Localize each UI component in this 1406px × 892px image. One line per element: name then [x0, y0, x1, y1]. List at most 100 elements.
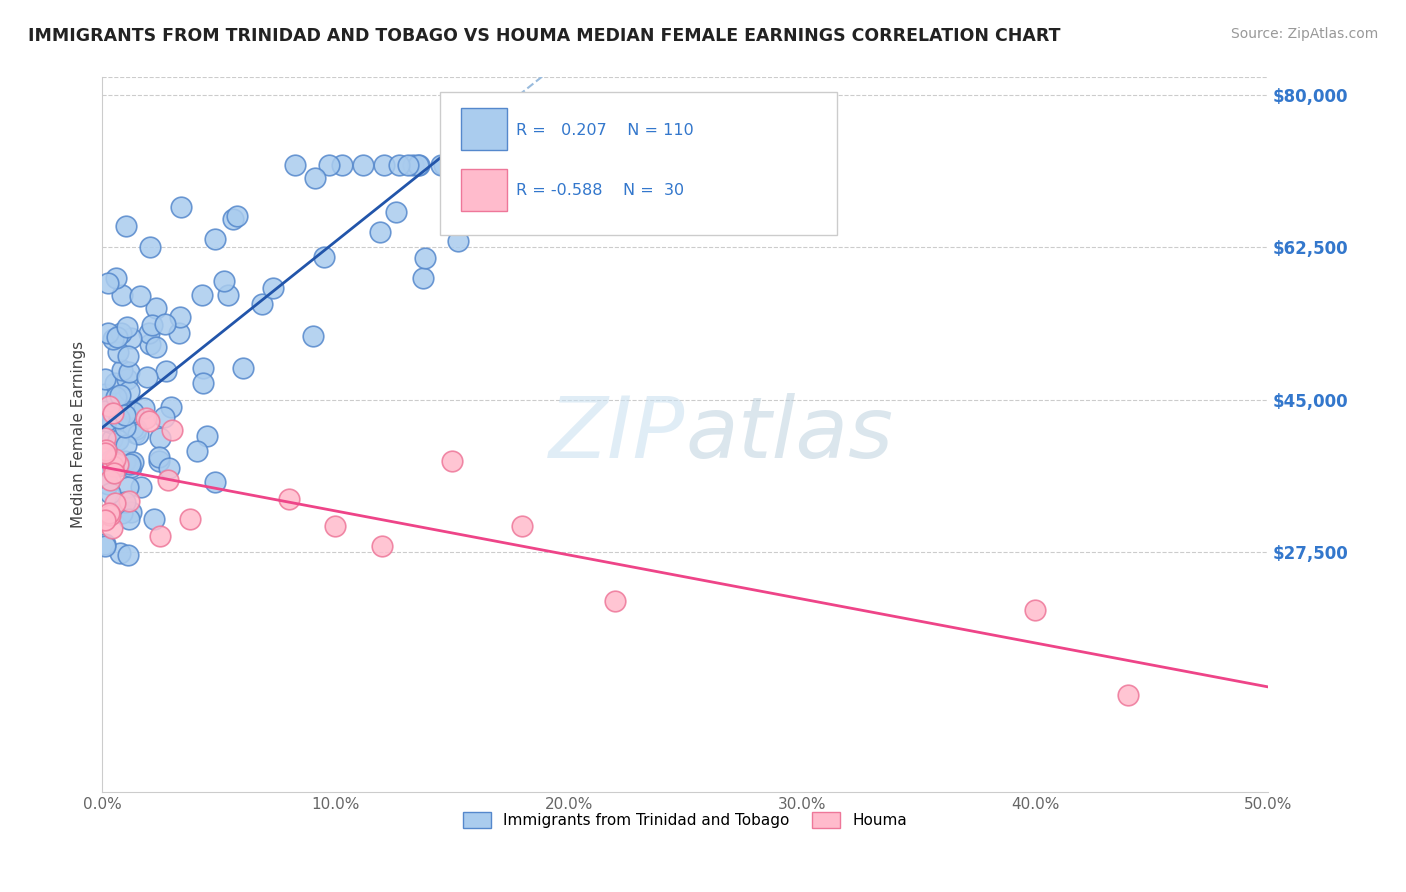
- Point: [157, 473, 180, 487]
- Point: [107, 459, 129, 474]
- Point: [318, 158, 340, 172]
- Point: [605, 594, 627, 608]
- Point: [98, 400, 121, 414]
- Point: [115, 219, 138, 234]
- Point: [129, 480, 152, 494]
- Point: [191, 376, 214, 391]
- Point: [148, 450, 170, 465]
- Legend: Immigrants from Trinidad and Tobago, Houma: Immigrants from Trinidad and Tobago, Hou…: [457, 806, 912, 834]
- Point: [117, 372, 139, 386]
- Point: [117, 349, 139, 363]
- Point: [120, 331, 142, 345]
- Point: [107, 433, 129, 447]
- Point: [103, 466, 125, 480]
- Point: [98, 485, 121, 500]
- Point: [96, 442, 118, 457]
- Point: [111, 288, 134, 302]
- Point: [117, 548, 139, 562]
- Text: Source: ZipAtlas.com: Source: ZipAtlas.com: [1230, 27, 1378, 41]
- Point: [105, 330, 128, 344]
- Point: [222, 212, 245, 227]
- Point: [93, 431, 115, 445]
- Point: [153, 317, 176, 331]
- Point: [412, 271, 434, 285]
- Point: [162, 423, 184, 437]
- Point: [94, 468, 117, 483]
- Point: [122, 421, 145, 435]
- Point: [368, 225, 391, 239]
- Point: [93, 513, 115, 527]
- Point: [117, 480, 139, 494]
- Point: [204, 475, 226, 490]
- Point: [118, 384, 141, 399]
- Point: [93, 372, 115, 386]
- Point: [117, 493, 139, 508]
- Text: R = -0.588    N =  30: R = -0.588 N = 30: [516, 183, 685, 198]
- Point: [170, 200, 193, 214]
- Point: [325, 519, 347, 533]
- Point: [120, 505, 142, 519]
- Point: [352, 158, 374, 172]
- Point: [101, 432, 124, 446]
- Point: [148, 454, 170, 468]
- Point: [252, 297, 274, 311]
- Point: [138, 414, 160, 428]
- Point: [402, 158, 425, 172]
- Point: [149, 431, 172, 445]
- Point: [118, 511, 141, 525]
- Point: [93, 537, 115, 551]
- Point: [330, 158, 353, 172]
- Point: [114, 420, 136, 434]
- Point: [155, 364, 177, 378]
- Point: [304, 171, 326, 186]
- Point: [129, 289, 152, 303]
- FancyBboxPatch shape: [440, 92, 837, 235]
- Point: [97, 477, 120, 491]
- Point: [413, 251, 436, 265]
- Point: [104, 452, 127, 467]
- Point: [135, 410, 157, 425]
- Point: [136, 370, 159, 384]
- Point: [149, 529, 172, 543]
- Point: [510, 519, 533, 533]
- Point: [1024, 603, 1046, 617]
- Point: [396, 158, 419, 172]
- Point: [97, 326, 120, 341]
- Point: [167, 326, 190, 340]
- Point: [101, 521, 124, 535]
- Point: [105, 271, 128, 285]
- Point: [124, 425, 146, 440]
- Point: [93, 446, 115, 460]
- Text: atlas: atlas: [685, 393, 893, 476]
- FancyBboxPatch shape: [461, 108, 506, 151]
- Point: [408, 158, 430, 172]
- Point: [277, 492, 299, 507]
- Point: [440, 454, 463, 468]
- Point: [108, 387, 131, 401]
- Point: [143, 511, 166, 525]
- Point: [104, 376, 127, 390]
- Point: [139, 240, 162, 254]
- Point: [169, 310, 191, 324]
- Point: [433, 158, 456, 172]
- Point: [107, 345, 129, 359]
- Point: [190, 287, 212, 301]
- Point: [262, 281, 284, 295]
- Point: [371, 539, 394, 553]
- Point: [114, 438, 136, 452]
- Point: [96, 414, 118, 428]
- Point: [110, 546, 132, 560]
- Point: [107, 457, 129, 471]
- Point: [101, 406, 124, 420]
- Point: [114, 495, 136, 509]
- Point: [284, 158, 307, 172]
- Point: [204, 232, 226, 246]
- Point: [97, 277, 120, 291]
- Point: [107, 410, 129, 425]
- Point: [134, 401, 156, 416]
- Point: [104, 390, 127, 404]
- Point: [314, 250, 336, 264]
- Point: [111, 362, 134, 376]
- Point: [120, 457, 142, 471]
- Point: [94, 386, 117, 401]
